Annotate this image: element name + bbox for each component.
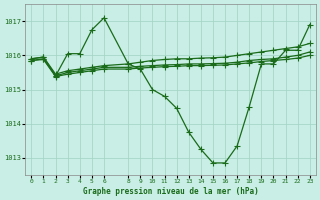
X-axis label: Graphe pression niveau de la mer (hPa): Graphe pression niveau de la mer (hPa) (83, 187, 259, 196)
